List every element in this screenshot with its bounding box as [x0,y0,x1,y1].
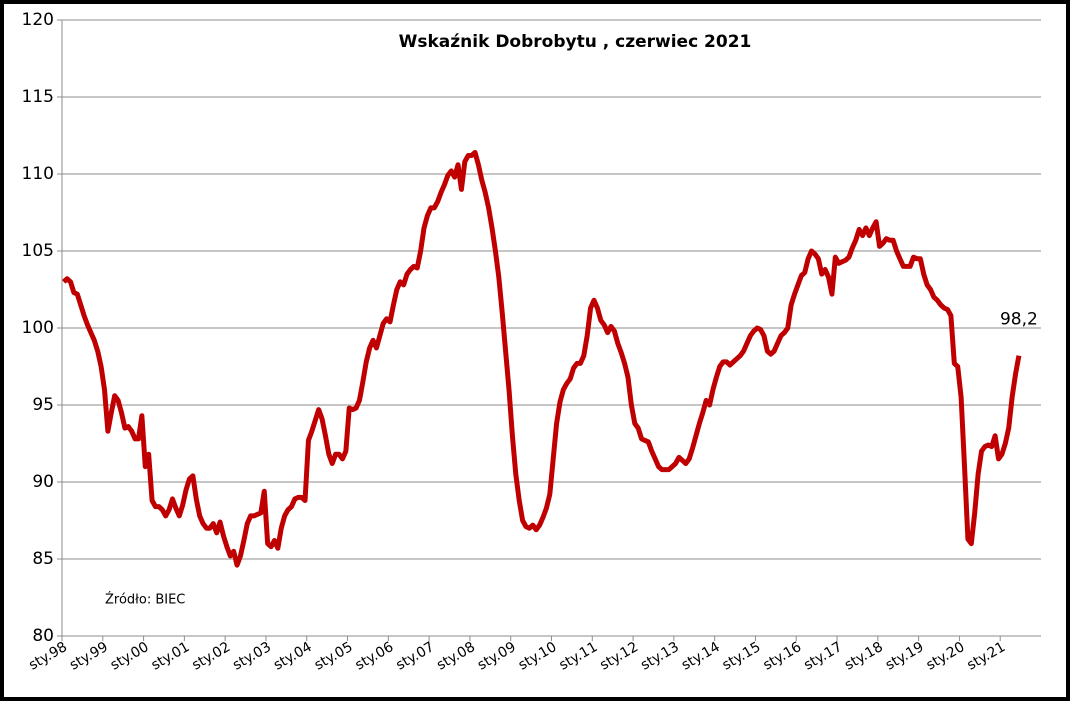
y-tick-label: 105 [22,241,54,261]
data-line [62,149,1022,568]
y-tick-label: 85 [32,549,54,569]
y-tick-label: 120 [22,10,54,30]
chart-title: Wskaźnik Dobrobytu , czerwiec 2021 [399,32,752,52]
y-tick-label: 95 [32,395,54,415]
y-tick-label: 115 [22,87,54,107]
y-tick-label: 80 [32,626,54,646]
y-tick-label: 100 [22,318,54,338]
y-tick-label: 90 [32,472,54,492]
end-label: 98,2 [1000,310,1038,330]
annotation: Źródło: BIEC [105,592,185,608]
y-tick-label: 110 [22,164,54,184]
